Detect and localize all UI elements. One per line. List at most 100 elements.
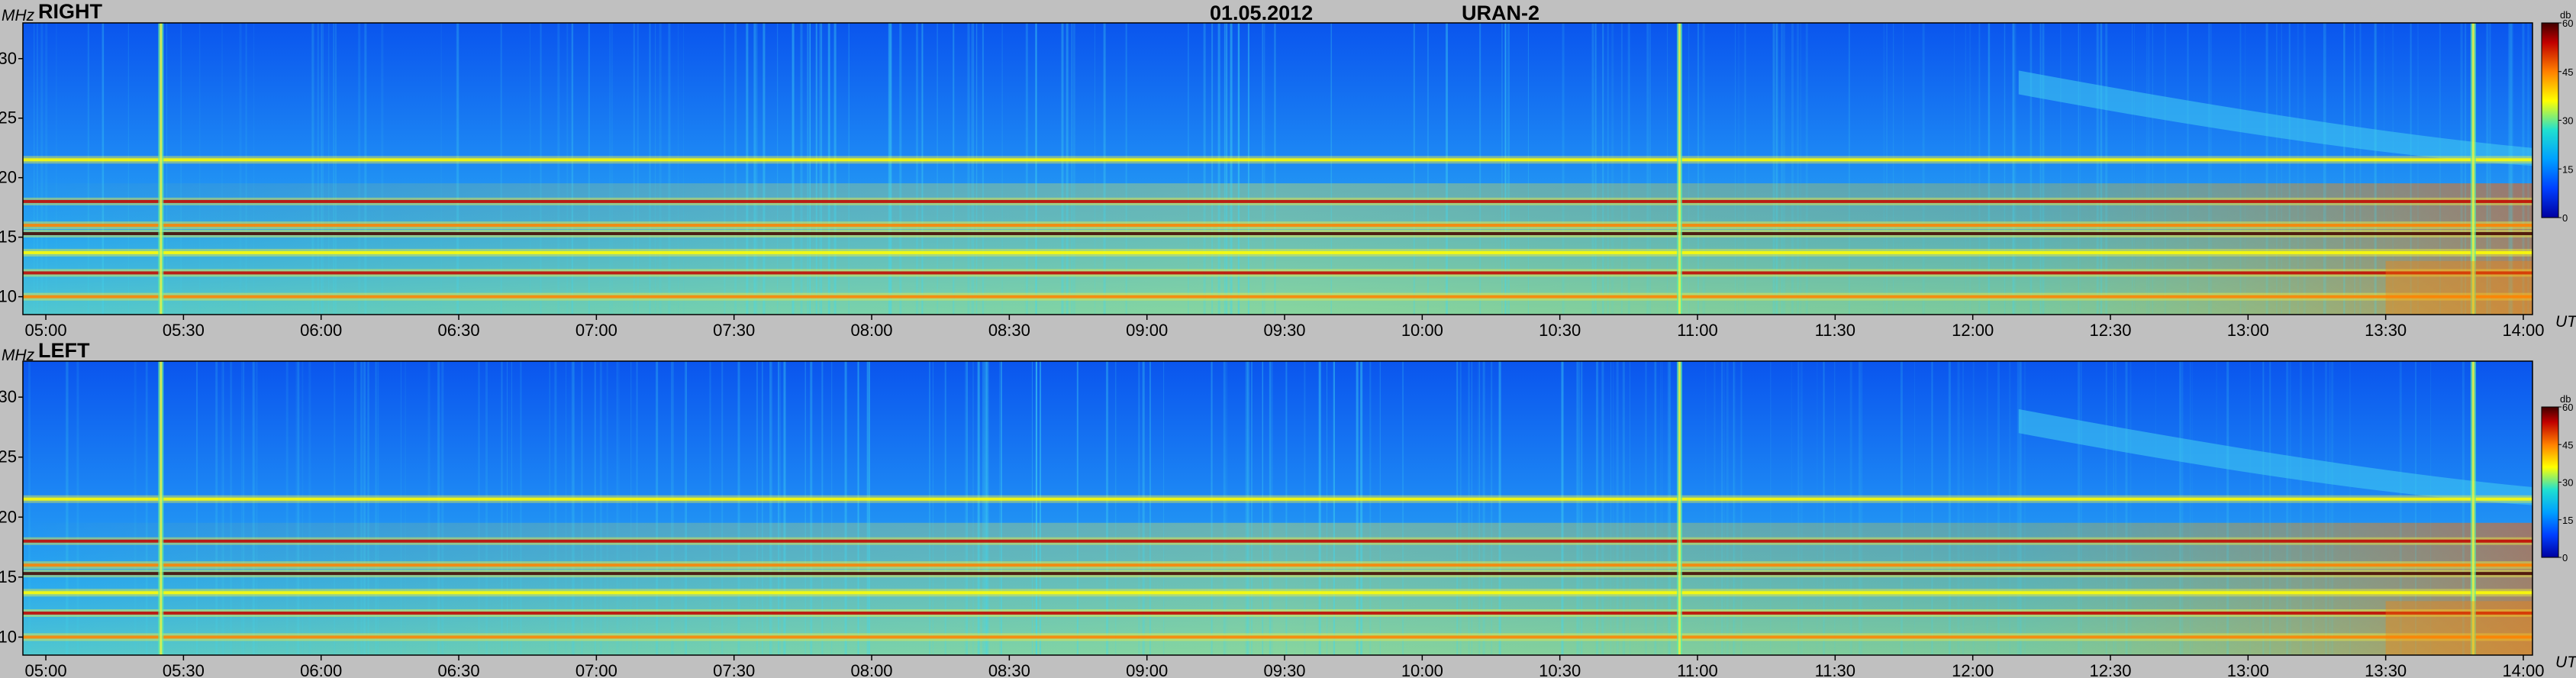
vertical-striation (1262, 361, 1263, 655)
vertical-striation (746, 23, 749, 315)
vertical-striation (821, 361, 824, 655)
xtick-label: 12:00 (1952, 321, 1994, 340)
vertical-striation (367, 361, 369, 655)
vertical-striation (2522, 23, 2525, 315)
vertical-striation (965, 361, 968, 655)
ytick-label: 30 (0, 387, 17, 406)
vertical-striation (1705, 361, 1707, 655)
vertical-striation (617, 361, 620, 655)
vertical-striation (1988, 23, 1991, 315)
vertical-striation (777, 23, 779, 315)
vertical-striation (1025, 23, 1028, 315)
vertical-striation (1772, 23, 1775, 315)
vertical-striation (1468, 361, 1470, 655)
vertical-burst-core (2471, 361, 2474, 655)
vertical-striation (1969, 23, 1971, 315)
vertical-striation (899, 23, 902, 315)
xtick-label: 10:30 (1539, 661, 1581, 678)
vertical-striation (37, 23, 38, 315)
vertical-striation (807, 23, 809, 315)
vertical-striation (1610, 361, 1612, 655)
vertical-striation (2249, 361, 2251, 655)
vertical-striation (1333, 361, 1335, 655)
vertical-striation (1246, 361, 1249, 655)
vertical-striation (2343, 23, 2345, 315)
ytick-label: 25 (0, 108, 17, 128)
vertical-striation (127, 23, 129, 315)
vertical-striation (1035, 23, 1037, 315)
vertical-striation (1270, 361, 1273, 655)
vertical-striation (2297, 23, 2299, 315)
vertical-striation (1035, 23, 1037, 315)
vertical-striation (685, 361, 687, 655)
vertical-striation (566, 23, 569, 315)
vertical-striation (1702, 23, 1705, 315)
vertical-striation (1230, 23, 1233, 315)
horizontal-band (23, 224, 2532, 228)
vertical-striation (180, 23, 182, 315)
vertical-striation (809, 23, 811, 315)
vertical-striation (1775, 23, 1778, 315)
vertical-striation (2410, 23, 2412, 315)
xtick-label: 13:30 (2365, 661, 2407, 678)
vertical-striation (2303, 23, 2306, 315)
colorbar-unit: db (2560, 393, 2571, 405)
vertical-striation (1501, 23, 1503, 315)
vertical-striation (1498, 361, 1501, 655)
vertical-striation (1623, 361, 1625, 655)
vertical-striation (2281, 23, 2282, 315)
vertical-striation (571, 23, 573, 315)
vertical-striation (967, 23, 969, 315)
vertical-striation (921, 23, 924, 315)
vertical-striation (1733, 361, 1736, 655)
xtick-label: 05:00 (25, 321, 67, 340)
xtick-label: 08:30 (988, 661, 1030, 678)
vertical-striation (1616, 361, 1619, 655)
vertical-striation (2060, 23, 2062, 315)
plot-area-right (22, 22, 2533, 315)
vertical-striation (554, 361, 557, 655)
vertical-striation (437, 361, 439, 655)
xtick-label: 14:00 (2502, 321, 2544, 340)
vertical-striation (1823, 361, 1825, 655)
colorbar-unit: db (2560, 9, 2571, 21)
vertical-striation (1848, 23, 1850, 315)
vertical-striation (2399, 361, 2402, 655)
vertical-striation (1379, 361, 1381, 655)
vertical-striation (1667, 361, 1670, 655)
vertical-striation (2105, 23, 2108, 315)
vertical-striation (588, 23, 590, 315)
vertical-striation (2226, 361, 2229, 655)
xtick-label: 07:00 (575, 321, 617, 340)
vertical-striation (944, 361, 946, 655)
xtick-label: 05:00 (25, 661, 67, 678)
vertical-striation (2489, 23, 2491, 315)
vertical-striation (1886, 23, 1888, 315)
vertical-striation (87, 23, 89, 315)
ylabel-right: MHz (2, 7, 35, 24)
vertical-striation (633, 23, 635, 315)
vertical-striation (1620, 23, 1623, 315)
vertical-striation (672, 361, 674, 655)
vertical-striation (1479, 23, 1481, 315)
vertical-striation (2078, 361, 2081, 655)
horizontal-band (23, 563, 2532, 567)
xtick-label: 12:30 (2089, 661, 2131, 678)
vertical-striation (1000, 361, 1002, 655)
vertical-striation (2019, 361, 2022, 655)
vertical-striation (611, 23, 613, 315)
xtick-label: 06:30 (438, 321, 480, 340)
vertical-striation (1782, 23, 1785, 315)
colorbar-tick-label: 60 (2562, 402, 2573, 413)
vertical-striation (2181, 361, 2184, 655)
vertical-striation (599, 361, 602, 655)
xtick-label: 10:30 (1539, 321, 1581, 340)
vertical-striation (1072, 23, 1075, 315)
vertical-striation (1988, 23, 1990, 315)
vertical-striation (1581, 361, 1583, 655)
vertical-striation (2239, 23, 2242, 315)
vertical-striation (1627, 23, 1630, 315)
vertical-striation (1628, 23, 1630, 315)
vertical-striation (1823, 361, 1825, 655)
